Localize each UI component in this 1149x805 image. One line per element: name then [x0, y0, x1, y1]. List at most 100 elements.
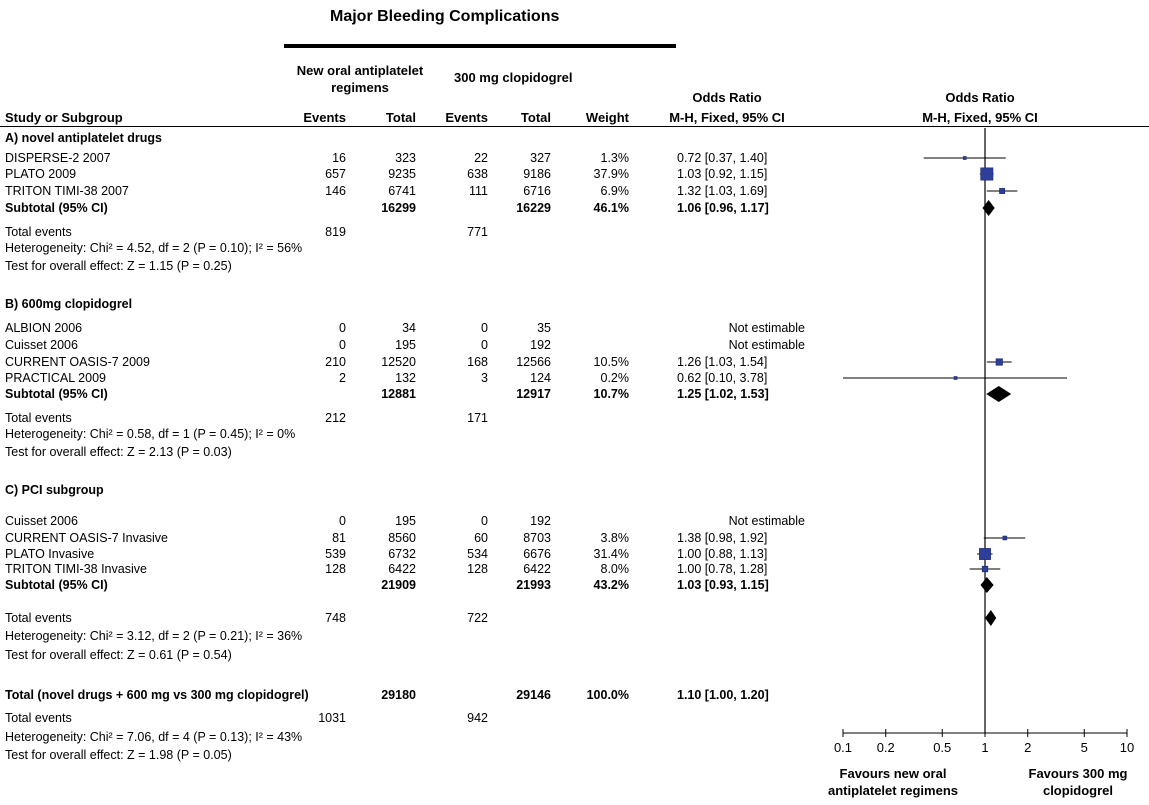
- x-tick-label: 2: [1024, 740, 1031, 755]
- stat-note: Test for overall effect: Z = 1.98 (P = 0…: [5, 748, 232, 762]
- odds-ratio-ci: 1.00 [0.78, 1.28]: [677, 562, 768, 576]
- odds-ratio-ci: 1.03 [0.92, 1.15]: [677, 167, 768, 181]
- total-new: 6422: [388, 562, 416, 576]
- events-300mg: 128: [467, 562, 488, 576]
- events-300mg: 771: [467, 225, 488, 239]
- x-tick-label: 0.2: [877, 740, 895, 755]
- events-new: 539: [325, 547, 346, 561]
- row-label: Total events: [5, 411, 72, 425]
- events-300mg: 0: [481, 514, 488, 528]
- header-plot-title: Odds Ratio: [945, 90, 1015, 105]
- total-300mg: 192: [530, 514, 551, 528]
- pooled-diamond: [985, 610, 997, 626]
- row-label: Total (novel drugs + 600 mg vs 300 mg cl…: [5, 688, 309, 702]
- events-300mg: 171: [467, 411, 488, 425]
- header-new-regimens: New oral antiplatelet regimens: [296, 63, 424, 95]
- row-label: Subtotal (95% CI): [5, 578, 108, 592]
- total-new: 21909: [381, 578, 416, 592]
- header-total-1: Total: [385, 110, 416, 125]
- total-300mg: 12566: [516, 355, 551, 369]
- section-heading: C) PCI subgroup: [5, 483, 104, 497]
- weight-cell: 100.0%: [586, 688, 629, 702]
- total-300mg: 6422: [523, 562, 551, 576]
- header-300mg: 300 mg clopidogrel: [454, 70, 573, 85]
- chart-title: Major Bleeding Complications: [330, 8, 560, 25]
- odds-ratio-ci: Not estimable: [728, 338, 805, 352]
- total-300mg: 327: [530, 151, 551, 165]
- row-label: Cuisset 2006: [5, 514, 78, 528]
- weight-cell: 6.9%: [600, 184, 630, 198]
- total-300mg: 6676: [523, 547, 551, 561]
- row-label: PRACTICAL 2009: [5, 371, 106, 385]
- weight-cell: 8.0%: [600, 562, 630, 576]
- row-label: Subtotal (95% CI): [5, 387, 108, 401]
- total-new: 323: [395, 151, 416, 165]
- header-or-title: Odds Ratio: [692, 90, 762, 105]
- study-marker: [979, 548, 991, 560]
- weight-cell: 46.1%: [593, 201, 629, 215]
- events-300mg: 942: [467, 711, 488, 725]
- total-300mg: 29146: [516, 688, 551, 702]
- odds-ratio-ci: 1.06 [0.96, 1.17]: [677, 201, 769, 215]
- total-new: 8560: [388, 531, 416, 545]
- weight-cell: 31.4%: [593, 547, 629, 561]
- study-marker: [953, 376, 958, 380]
- events-300mg: 534: [467, 547, 488, 561]
- events-new: 212: [325, 411, 346, 425]
- weight-cell: 0.2%: [600, 371, 630, 385]
- pooled-diamond: [980, 577, 994, 593]
- study-marker: [981, 565, 989, 573]
- odds-ratio-ci: 1.26 [1.03, 1.54]: [677, 355, 768, 369]
- row-label: CURRENT OASIS-7 Invasive: [5, 531, 169, 545]
- weight-cell: 1.3%: [600, 151, 630, 165]
- header-divider: [0, 126, 1149, 127]
- favours-right-label: Favours 300 mg clopidogrel: [1028, 766, 1128, 798]
- events-new: 0: [339, 338, 346, 352]
- weight-cell: 3.8%: [600, 531, 630, 545]
- header-or-method: M-H, Fixed, 95% CI: [669, 110, 785, 125]
- weight-cell: 43.2%: [593, 578, 629, 592]
- events-300mg: 60: [474, 531, 488, 545]
- x-tick-label: 1: [981, 740, 988, 755]
- row-label: Total events: [5, 611, 72, 625]
- total-new: 34: [402, 321, 416, 335]
- row-label: Subtotal (95% CI): [5, 201, 108, 215]
- events-new: 748: [325, 611, 346, 625]
- total-300mg: 21993: [516, 578, 551, 592]
- row-label: PLATO Invasive: [5, 547, 95, 561]
- section-heading: A) novel antiplatelet drugs: [5, 131, 162, 145]
- row-label: CURRENT OASIS-7 2009: [5, 355, 150, 369]
- odds-ratio-ci: Not estimable: [728, 514, 805, 528]
- header-total-2: Total: [520, 110, 551, 125]
- row-label: TRITON TIMI-38 2007: [5, 184, 129, 198]
- weight-cell: 10.5%: [593, 355, 629, 369]
- events-new: 2: [339, 371, 346, 385]
- odds-ratio-ci: 0.72 [0.37, 1.40]: [677, 151, 768, 165]
- odds-ratio-ci: 1.25 [1.02, 1.53]: [677, 387, 769, 401]
- row-label: Cuisset 2006: [5, 338, 78, 352]
- header-events-1: Events: [303, 110, 346, 125]
- events-300mg: 0: [481, 338, 488, 352]
- total-new: 6741: [388, 184, 416, 198]
- header-study: Study or Subgroup: [5, 110, 123, 125]
- row-label: PLATO 2009: [5, 167, 77, 181]
- odds-ratio-ci: 1.38 [0.98, 1.92]: [677, 531, 768, 545]
- section-heading: B) 600mg clopidogrel: [5, 297, 133, 311]
- study-marker: [995, 358, 1003, 366]
- total-new: 195: [395, 514, 416, 528]
- events-new: 16: [332, 151, 346, 165]
- study-marker: [999, 188, 1006, 194]
- stat-note: Test for overall effect: Z = 1.15 (P = 0…: [5, 259, 232, 273]
- x-tick-label: 0.1: [834, 740, 852, 755]
- total-new: 12881: [381, 387, 416, 401]
- study-marker: [980, 167, 994, 181]
- favours-left-label: Favours new oral antiplatelet regimens: [827, 766, 959, 798]
- events-300mg: 0: [481, 321, 488, 335]
- stat-note: Heterogeneity: Chi² = 4.52, df = 2 (P = …: [5, 241, 303, 255]
- x-tick-label: 10: [1120, 740, 1134, 755]
- weight-cell: 10.7%: [593, 387, 629, 401]
- total-new: 9235: [388, 167, 416, 181]
- row-label: Total events: [5, 711, 72, 725]
- stat-note: Heterogeneity: Chi² = 7.06, df = 4 (P = …: [5, 730, 303, 744]
